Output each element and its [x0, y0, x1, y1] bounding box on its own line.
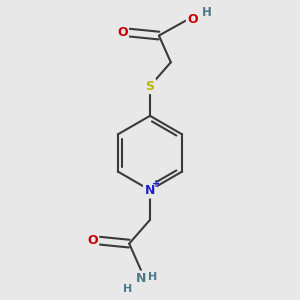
Text: H: H — [202, 6, 212, 19]
Text: O: O — [187, 13, 198, 26]
Text: H: H — [123, 284, 132, 294]
Text: +: + — [152, 178, 160, 189]
Text: S: S — [146, 80, 154, 93]
Text: N: N — [145, 184, 155, 196]
Text: N: N — [136, 272, 146, 285]
Text: H: H — [148, 272, 158, 282]
Text: O: O — [117, 26, 128, 39]
Text: O: O — [87, 234, 98, 247]
